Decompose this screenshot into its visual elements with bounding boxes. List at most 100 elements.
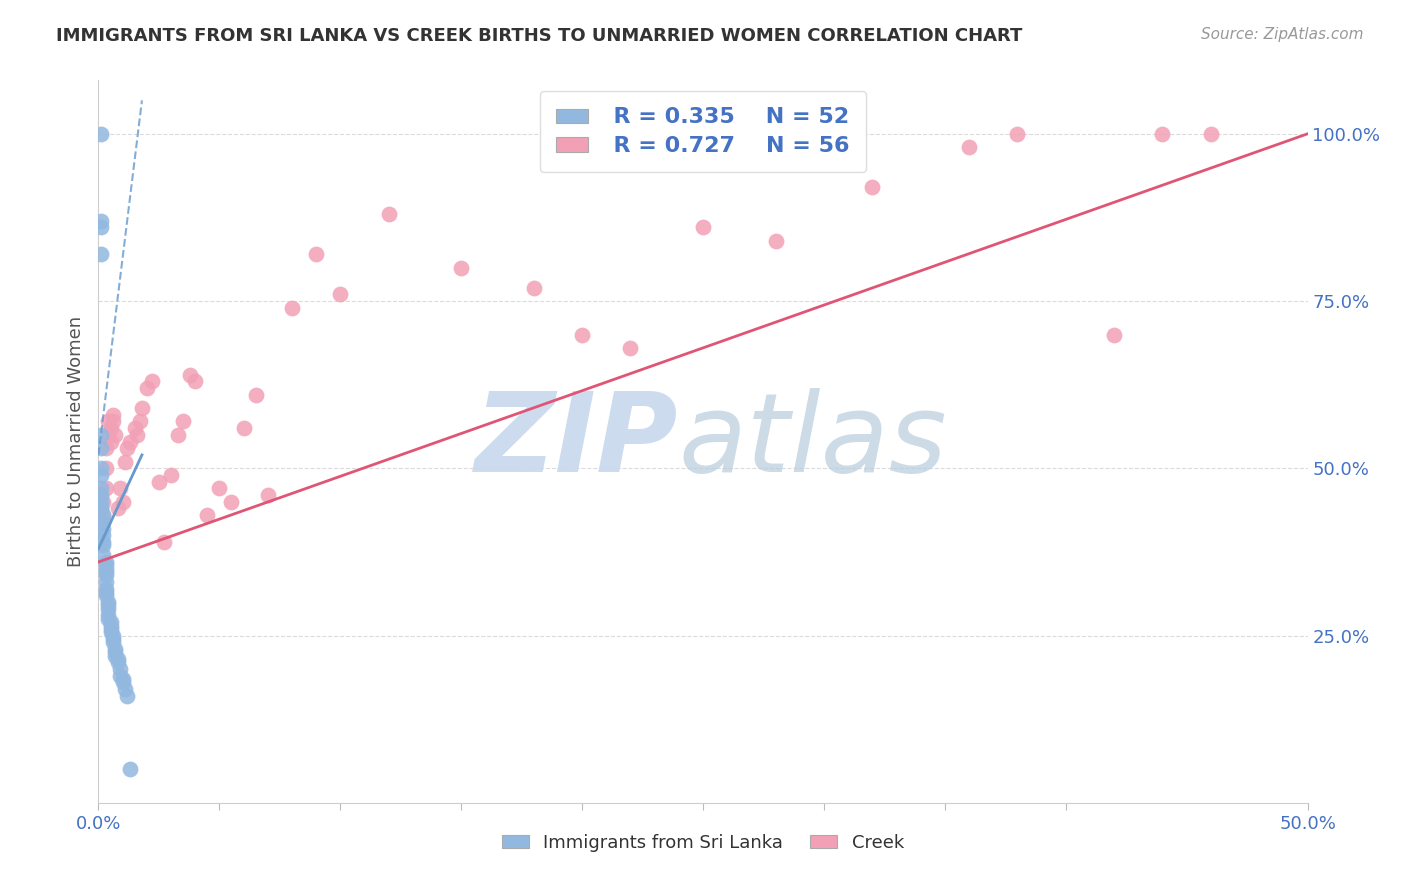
Point <box>329 287 352 301</box>
Text: atlas: atlas <box>679 388 948 495</box>
Y-axis label: Births to Unmarried Women: Births to Unmarried Women <box>66 316 84 567</box>
Point <box>94 461 117 475</box>
Point <box>195 508 218 523</box>
Point <box>94 555 117 569</box>
Point <box>232 421 254 435</box>
Point <box>184 375 207 389</box>
Point <box>104 427 127 442</box>
Point <box>100 625 122 640</box>
Point <box>108 482 131 496</box>
Point <box>114 681 136 696</box>
Point <box>281 301 304 315</box>
Point <box>141 375 163 389</box>
Point <box>305 247 328 261</box>
Point <box>94 582 117 596</box>
Point <box>1007 127 1029 141</box>
Point <box>124 421 146 435</box>
Point <box>97 599 120 613</box>
Point <box>101 628 124 642</box>
Point <box>160 467 183 482</box>
Point <box>108 669 131 683</box>
Point <box>90 494 112 508</box>
Point <box>91 528 114 542</box>
Point <box>619 341 641 355</box>
Point <box>692 220 714 235</box>
Point <box>90 442 112 455</box>
Point <box>245 387 267 401</box>
Point <box>107 501 129 516</box>
Text: Source: ZipAtlas.com: Source: ZipAtlas.com <box>1201 27 1364 42</box>
Point <box>1102 327 1125 342</box>
Point <box>957 140 980 154</box>
Point <box>114 455 136 469</box>
Point <box>131 401 153 416</box>
Point <box>94 482 117 496</box>
Point <box>135 381 157 395</box>
Point <box>111 672 134 686</box>
Point <box>221 494 243 508</box>
Point <box>90 501 112 516</box>
Point <box>100 434 122 449</box>
Point <box>94 575 117 590</box>
Point <box>90 427 112 442</box>
Point <box>148 475 170 489</box>
Point <box>100 618 122 632</box>
Point <box>97 608 120 623</box>
Point <box>91 508 114 523</box>
Point <box>94 558 117 573</box>
Point <box>97 612 120 626</box>
Point <box>97 595 120 609</box>
Point <box>90 488 112 502</box>
Point <box>97 602 120 616</box>
Point <box>94 585 117 599</box>
Point <box>90 515 112 529</box>
Point <box>91 538 114 552</box>
Point <box>90 467 112 482</box>
Point <box>111 675 134 690</box>
Point <box>94 565 117 579</box>
Point <box>118 762 141 776</box>
Point <box>523 281 546 295</box>
Point <box>104 645 127 659</box>
Point <box>1199 127 1222 141</box>
Point <box>127 427 149 442</box>
Point <box>91 515 114 529</box>
Point <box>91 494 114 508</box>
Point <box>100 622 122 636</box>
Point <box>765 234 787 248</box>
Point <box>256 488 278 502</box>
Point <box>167 427 190 442</box>
Point <box>90 214 112 228</box>
Point <box>860 180 883 194</box>
Point <box>91 534 114 549</box>
Point <box>90 127 112 141</box>
Point <box>94 568 117 582</box>
Point <box>90 247 112 261</box>
Point <box>101 408 124 422</box>
Point <box>91 508 114 523</box>
Point <box>128 414 150 429</box>
Point <box>94 562 117 576</box>
Point <box>107 652 129 666</box>
Point <box>97 427 120 442</box>
Text: ZIP: ZIP <box>475 388 679 495</box>
Point <box>377 207 399 221</box>
Point <box>97 414 120 429</box>
Point <box>117 442 139 455</box>
Point <box>450 260 472 275</box>
Legend: Immigrants from Sri Lanka, Creek: Immigrants from Sri Lanka, Creek <box>495 826 911 859</box>
Point <box>208 482 231 496</box>
Point <box>104 642 127 657</box>
Point <box>107 655 129 669</box>
Point <box>1152 127 1174 141</box>
Point <box>90 482 112 496</box>
Point <box>90 501 112 516</box>
Point <box>91 548 114 563</box>
Point <box>94 589 117 603</box>
Point <box>94 442 117 455</box>
Point <box>101 635 124 649</box>
Point <box>104 648 127 663</box>
Point <box>100 421 122 435</box>
Point <box>100 615 122 630</box>
Point <box>108 662 131 676</box>
